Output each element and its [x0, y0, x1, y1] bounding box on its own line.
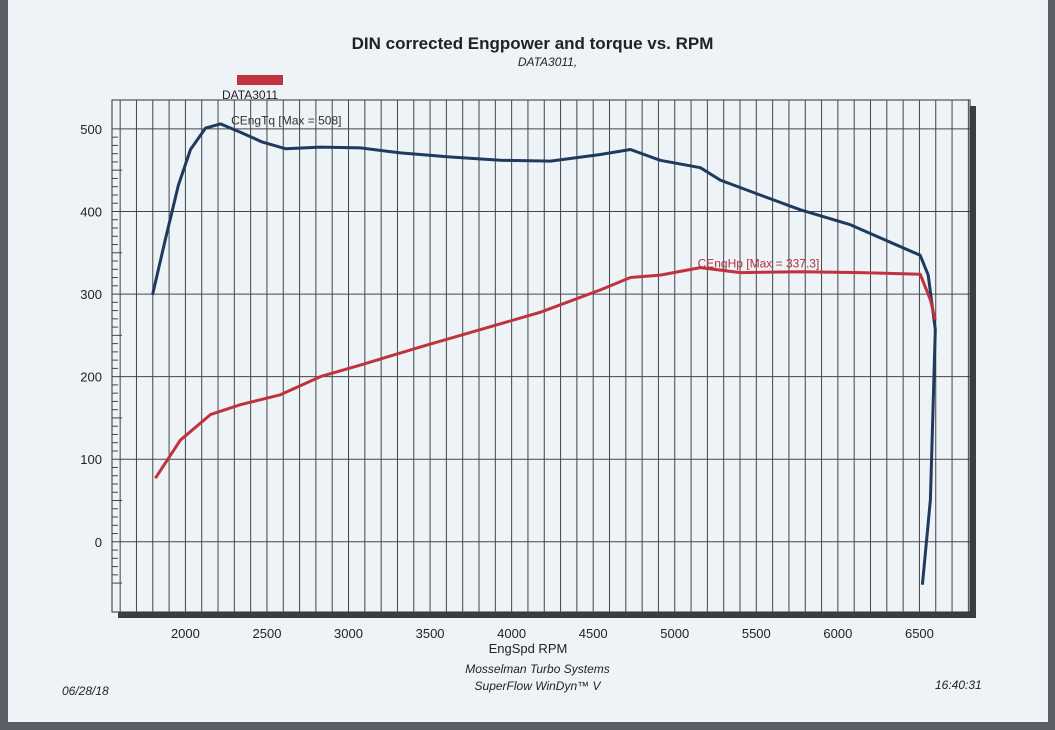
footer-company: Mosselman Turbo Systems: [465, 662, 610, 676]
x-tick-label: 3000: [334, 626, 363, 641]
y-tick-label: 200: [80, 370, 102, 385]
x-tick-label: 2500: [253, 626, 282, 641]
plot-frame: [111, 99, 971, 613]
chart-title: DIN corrected Engpower and torque vs. RP…: [351, 34, 714, 53]
y-tick-label: 400: [80, 204, 102, 219]
y-tick-label: 0: [95, 535, 102, 550]
legend-label: DATA3011: [222, 88, 279, 102]
x-tick-label: 6000: [823, 626, 852, 641]
footer-time: 16:40:31: [935, 678, 982, 692]
power-max-annotation: CEngHp [Max = 337.3]: [698, 257, 820, 271]
torque-max-annotation: CEngTq [Max = 508]: [231, 113, 341, 127]
footer-date: 06/28/18: [62, 684, 109, 698]
series-line-1: [154, 266, 937, 480]
x-tick-label: 2000: [171, 626, 200, 641]
x-tick-label: 4500: [579, 626, 608, 641]
footer-software: SuperFlow WinDyn™ V: [474, 679, 601, 693]
x-tick-label: 4000: [497, 626, 526, 641]
legend-swatch: [237, 75, 283, 85]
x-tick-label: 5500: [742, 626, 771, 641]
x-tick-label: 3500: [416, 626, 445, 641]
chart-subtitle: DATA3011,: [517, 55, 578, 69]
y-tick-label: 100: [80, 452, 102, 467]
y-tick-label: 500: [80, 122, 102, 137]
x-tick-label: 6500: [905, 626, 934, 641]
x-tick-label: 5000: [660, 626, 689, 641]
y-tick-label: 300: [80, 287, 102, 302]
x-axis-label: EngSpd RPM: [489, 641, 568, 656]
